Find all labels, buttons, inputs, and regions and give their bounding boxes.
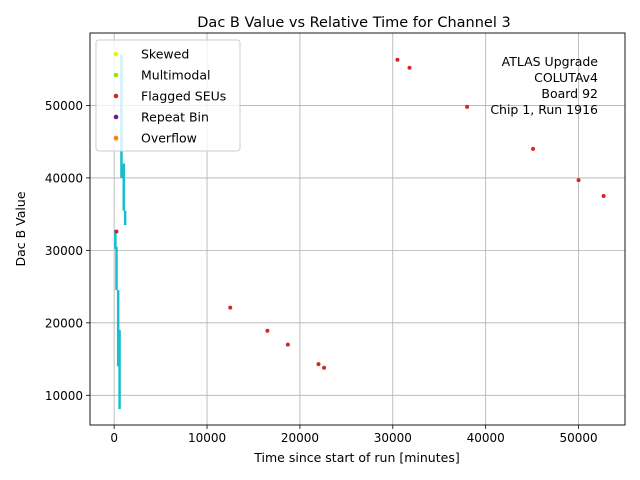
data-point (322, 365, 327, 370)
annotation-line: Chip 1, Run 1916 (490, 102, 598, 117)
trace-segment (114, 230, 117, 249)
trace-segment (116, 290, 120, 367)
x-tick-label: 50000 (559, 431, 597, 445)
data-point (114, 229, 119, 234)
x-tick-label: 30000 (374, 431, 412, 445)
data-point (265, 328, 270, 333)
trace-segment (118, 330, 121, 410)
legend: Skewed Multimodal Flagged SEUs Repeat Bin Ov… (95, 39, 241, 152)
plot-frame (89, 32, 626, 426)
x-tick-label: 20000 (281, 431, 319, 445)
trace-segment (123, 210, 127, 226)
y-axis-ticks: 10000 20000 30000 40000 50000 (45, 99, 90, 403)
legend-marker (113, 51, 119, 57)
x-axis-ticks: 0 10000 20000 30000 40000 50000 (110, 425, 598, 445)
legend-label: Overflow (141, 131, 197, 146)
data-point (316, 362, 321, 367)
data-point (601, 194, 606, 199)
annotation-line: ATLAS Upgrade (502, 54, 599, 69)
data-point (407, 65, 412, 70)
data-point (395, 57, 400, 62)
data-point (465, 104, 470, 109)
legend-label: Skewed (141, 47, 189, 62)
y-tick-label: 30000 (45, 244, 83, 258)
legend-label: Flagged SEUs (141, 89, 226, 104)
legend-marker (113, 135, 119, 141)
annotation-line: Board 92 (541, 86, 598, 101)
y-tick-label: 10000 (45, 389, 83, 403)
x-tick-label: 10000 (188, 431, 226, 445)
legend-marker (113, 93, 119, 99)
y-tick-label: 20000 (45, 316, 83, 330)
legend-label: Repeat Bin (141, 110, 209, 125)
x-tick-label: 40000 (467, 431, 505, 445)
x-axis-label: Time since start of run [minutes] (253, 450, 459, 465)
trace-segment (122, 163, 126, 211)
grid-lines (90, 33, 625, 425)
data-point (228, 305, 233, 310)
legend-marker (113, 72, 119, 78)
legend-label: Multimodal (141, 68, 210, 83)
x-tick-label: 0 (110, 431, 118, 445)
y-tick-label: 50000 (45, 99, 83, 113)
y-axis-label: Dac B Value (13, 191, 28, 266)
data-point (285, 342, 290, 347)
trace-segment (115, 246, 118, 291)
data-point (576, 178, 581, 183)
legend-frame (95, 39, 241, 152)
annotation-line: COLUTAv4 (534, 70, 598, 85)
legend-marker (113, 114, 119, 120)
chart-title: Dac B Value vs Relative Time for Channel… (197, 15, 510, 31)
y-tick-label: 40000 (45, 171, 83, 185)
data-point (531, 146, 536, 151)
